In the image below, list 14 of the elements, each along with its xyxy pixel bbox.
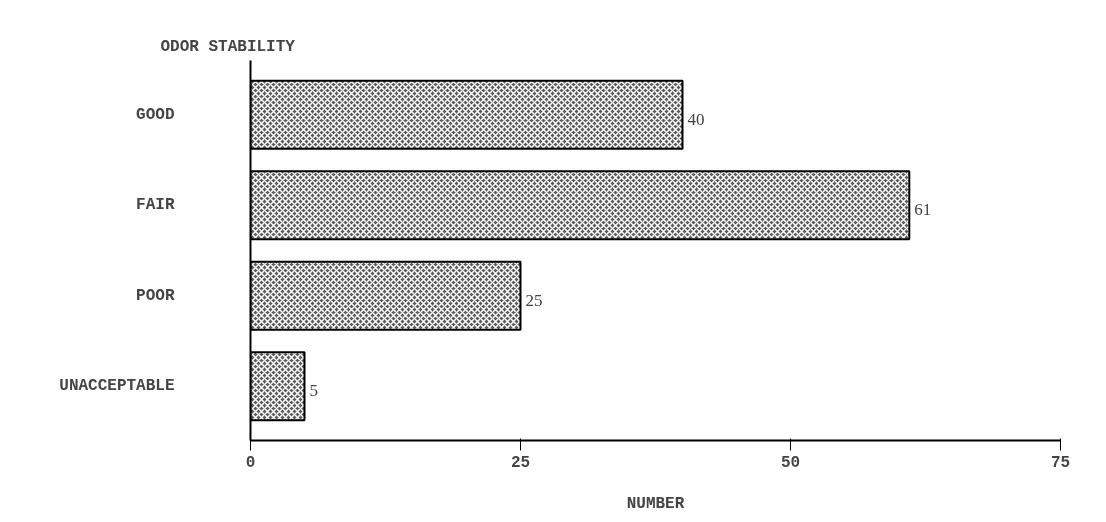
y-tick-label: FAIR (136, 196, 175, 215)
x-tick-label: 0 (245, 453, 256, 472)
data-label: 5 (309, 381, 318, 401)
data-label: 40 (687, 109, 705, 129)
data-label: 25 (525, 290, 543, 310)
y-tick-label: UNACCEPTABLE (59, 377, 175, 396)
data-label: 61 (914, 200, 932, 220)
y-tick-label: POOR (136, 286, 175, 305)
x-tick-label: 50 (780, 453, 801, 472)
x-tick-label: 75 (1050, 453, 1071, 472)
x-tick-label: 25 (510, 453, 531, 472)
chart-title: ODOR STABILITY (160, 37, 296, 56)
x-axis-title: NUMBER (626, 494, 685, 513)
y-tick-label: GOOD (136, 105, 175, 124)
